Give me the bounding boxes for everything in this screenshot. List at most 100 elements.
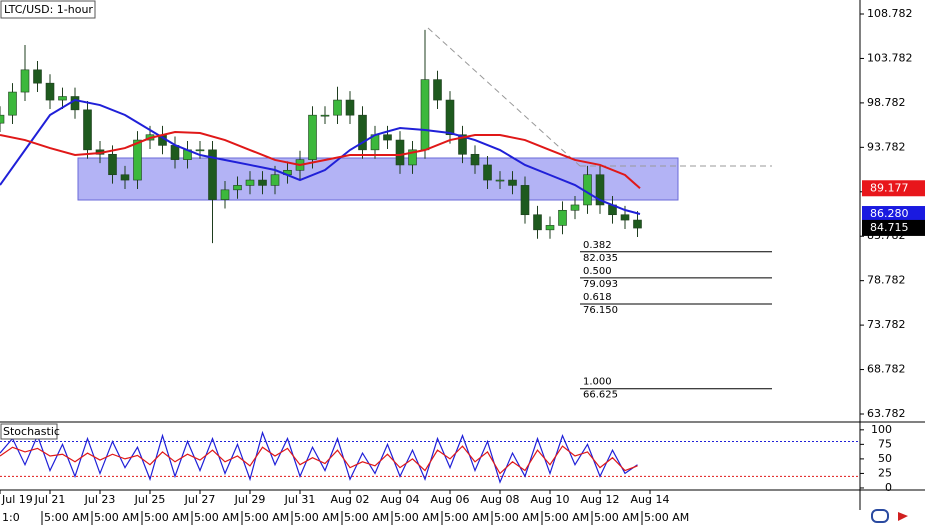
candle-body (270, 174, 280, 186)
x-tick-label: Aug 10 (531, 493, 570, 506)
x-tick-label: Jul 31 (284, 493, 316, 506)
y-tick-label: 68.782 (867, 363, 906, 376)
candle-body (470, 153, 480, 166)
candle-body (508, 179, 517, 186)
time-label: 5:00 AM (44, 511, 89, 524)
fib-ratio: 0.382 (583, 240, 612, 251)
candle-body (133, 139, 142, 181)
candle-body (45, 82, 55, 101)
time-label: 5:00 AM (294, 511, 339, 524)
time-label: 5:00 AM (644, 511, 689, 524)
price-marker (862, 219, 925, 236)
moving-average (0, 131, 641, 190)
candle-body (570, 204, 580, 211)
time-label: 5:00 AM (144, 511, 189, 524)
x-tick-label: Jul 23 (84, 493, 116, 506)
toolbar-icons[interactable] (871, 509, 908, 523)
x-tick-label: Jul 25 (134, 493, 166, 506)
price-marker-label: 84.715 (870, 221, 909, 234)
candle-body (420, 79, 430, 151)
candle-body (595, 174, 605, 206)
fib-ratio: 1.000 (583, 377, 612, 388)
stochastic-title-box (0, 423, 58, 440)
candle-body (258, 179, 267, 186)
candle-body (58, 96, 67, 101)
trend-line (427, 27, 581, 167)
y-tick-label: 108.782 (867, 7, 913, 20)
link-icon[interactable] (871, 509, 889, 523)
time-label: 1:0 (2, 511, 20, 524)
candle-body (545, 225, 555, 231)
y-tick-label: 93.782 (867, 140, 906, 153)
candle-body (433, 79, 442, 101)
stoch-y-tick-label: 0 (885, 481, 892, 494)
candle-body (233, 185, 242, 191)
y-tick-label: 103.782 (867, 51, 913, 64)
candle-body (495, 179, 505, 182)
y-tick-label: 98.782 (867, 96, 906, 109)
fib-price: 82.035 (583, 253, 618, 264)
candle-body (458, 134, 467, 155)
stoch-y-tick-label: 75 (878, 437, 892, 450)
moving-average (0, 99, 641, 215)
candle-body (633, 219, 642, 229)
stoch-line (0, 445, 638, 475)
candle-body (70, 96, 80, 111)
candle-body (108, 153, 117, 176)
x-tick-label: Aug 12 (581, 493, 620, 506)
candle-body (170, 145, 180, 160)
stoch-y-tick-label: 50 (878, 452, 892, 465)
x-tick-label: Jul 29 (234, 493, 266, 506)
stoch-y-tick-label: 25 (878, 466, 892, 479)
x-tick-label: Aug 02 (331, 493, 370, 506)
candle-body (483, 164, 492, 181)
fib-ratio: 0.618 (583, 292, 612, 303)
time-label: 5:00 AM (344, 511, 389, 524)
time-label: 5:00 AM (544, 511, 589, 524)
time-label: 5:00 AM (444, 511, 489, 524)
y-tick-label: 63.782 (867, 407, 906, 420)
x-tick-label: Aug 14 (631, 493, 670, 506)
stochastic-title: Stochastic (3, 425, 60, 438)
candle-body (220, 189, 230, 200)
fib-price: 66.625 (583, 390, 618, 401)
arrow-icon[interactable] (898, 512, 908, 521)
candle-body (320, 114, 330, 117)
candle-body (395, 139, 405, 166)
candle-body (345, 99, 355, 116)
time-label: 5:00 AM (494, 511, 539, 524)
range-zone (77, 157, 679, 201)
x-tick-label: Aug 06 (431, 493, 470, 506)
candle-body (208, 149, 217, 200)
x-tick-label: Jul 19 (1, 493, 33, 506)
time-label: 5:00 AM (394, 511, 439, 524)
plot: 108.782103.78298.78293.78288.78283.78278… (0, 7, 925, 525)
stoch-y-tick-label: 100 (871, 423, 892, 436)
fib-price: 76.150 (583, 305, 618, 316)
candle-body (33, 69, 42, 84)
candle-body (0, 114, 5, 124)
fib-price: 79.093 (583, 279, 618, 290)
price-marker (862, 206, 925, 223)
candle-body (333, 99, 342, 116)
candle-body (8, 91, 17, 116)
candle-body (533, 214, 542, 231)
candle-body (195, 149, 205, 152)
x-tick-label: Aug 08 (481, 493, 520, 506)
price-marker (862, 180, 925, 197)
candle-body (120, 174, 130, 181)
candle-body (83, 109, 92, 151)
candle-body (520, 185, 530, 216)
candle-body (620, 214, 630, 221)
price-marker-label: 86.280 (870, 207, 909, 220)
candle-body (408, 149, 417, 166)
price-marker-label: 89.177 (870, 181, 909, 194)
candle-body (358, 114, 367, 151)
fib-ratio: 0.500 (583, 266, 612, 277)
candle-body (558, 209, 567, 226)
candle-body (308, 114, 317, 160)
x-tick-label: Aug 04 (381, 493, 420, 506)
candle-body (445, 99, 455, 136)
